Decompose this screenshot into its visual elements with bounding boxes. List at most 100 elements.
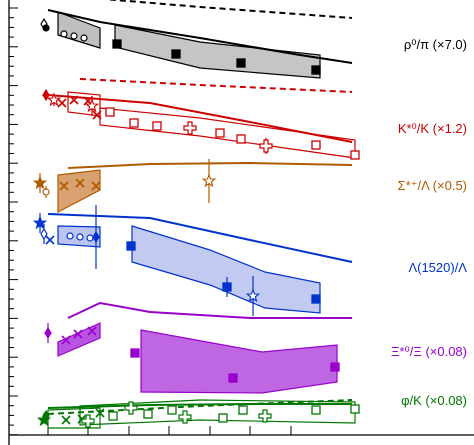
cross-stroke bbox=[59, 181, 69, 191]
data-point-cross bbox=[92, 110, 102, 120]
data-point-square bbox=[330, 362, 340, 372]
model-curve-dashed bbox=[103, 0, 353, 19]
data-point-cross bbox=[91, 181, 101, 191]
data-point-star bbox=[245, 288, 261, 303]
xi-xi-label: Ξ*⁰/Ξ (×0.08) bbox=[391, 344, 467, 359]
data-point-circle bbox=[42, 188, 50, 196]
uncertainty-band bbox=[79, 399, 356, 426]
data-point-square bbox=[222, 282, 232, 292]
data-point-square bbox=[171, 49, 181, 59]
data-point-star bbox=[46, 92, 62, 107]
data-point-cross bbox=[45, 235, 55, 245]
data-point-square bbox=[350, 150, 360, 160]
data-point-cross bbox=[57, 98, 67, 108]
data-point-diamond bbox=[92, 230, 100, 244]
data-point-square bbox=[311, 140, 321, 150]
data-point-cross bbox=[61, 335, 71, 345]
data-point-circle bbox=[42, 24, 50, 32]
data-point-circle bbox=[66, 232, 74, 240]
cross-stroke bbox=[92, 110, 102, 120]
data-point-cross bbox=[59, 181, 69, 191]
data-point-square bbox=[105, 107, 115, 117]
data-point-plus bbox=[81, 414, 95, 428]
data-point-plus bbox=[258, 409, 272, 423]
data-point-cross bbox=[87, 326, 97, 336]
data-point-star bbox=[32, 175, 48, 190]
model-curve-dashed bbox=[79, 78, 353, 93]
rho-pi-label: ρ⁰/π (×7.0) bbox=[404, 37, 467, 52]
model-curve bbox=[67, 161, 353, 169]
uncertainty-band bbox=[99, 107, 356, 159]
sigma-lambda-label: Σ*⁺/Λ (×0.5) bbox=[398, 178, 467, 193]
uncertainty-band-small bbox=[57, 11, 101, 49]
data-point-square bbox=[130, 348, 140, 358]
cross-stroke bbox=[95, 408, 105, 418]
phi-k-label: φ/K (×0.08) bbox=[401, 393, 467, 408]
data-point-plus bbox=[178, 410, 192, 424]
panel-5 bbox=[36, 399, 360, 429]
data-point-square bbox=[215, 128, 225, 138]
model-curve bbox=[67, 301, 352, 319]
data-point-circle bbox=[60, 30, 68, 38]
data-point-circle bbox=[80, 34, 88, 42]
data-point-plus bbox=[259, 139, 273, 153]
uncertainty-band-small bbox=[57, 322, 101, 357]
panel-4 bbox=[44, 301, 352, 394]
panel-3 bbox=[32, 205, 353, 316]
data-point-square bbox=[311, 405, 321, 415]
data-point-plus bbox=[183, 121, 197, 135]
data-point-cross bbox=[69, 95, 79, 105]
model-curve bbox=[47, 9, 353, 64]
panel-labels: ρ⁰/π (×7.0) K*⁰/K (×1.2) Σ*⁺/Λ (×0.5) Λ(… bbox=[391, 37, 467, 408]
data-point-cross bbox=[61, 415, 71, 425]
data-point-square bbox=[311, 65, 321, 75]
data-point-star bbox=[84, 98, 100, 113]
data-point-circle bbox=[86, 234, 94, 242]
model-curve bbox=[47, 403, 352, 409]
lambda1520-lambda-label: Λ(1520)/Λ bbox=[408, 260, 467, 275]
data-point-plus bbox=[124, 401, 138, 415]
data-point-square bbox=[129, 118, 139, 128]
data-point-square bbox=[228, 373, 238, 383]
data-point-diamond bbox=[42, 88, 50, 102]
cross-stroke bbox=[45, 235, 55, 245]
uncertainty-band bbox=[114, 24, 321, 79]
cross-stroke bbox=[91, 181, 101, 191]
data-point-square bbox=[350, 404, 360, 414]
data-point-diamond bbox=[44, 326, 52, 340]
cross-stroke bbox=[61, 415, 71, 425]
data-point-cross bbox=[75, 178, 85, 188]
frame bbox=[8, 0, 474, 445]
data-point-square bbox=[126, 241, 136, 251]
data-point-circle bbox=[76, 233, 84, 241]
data-point-cross bbox=[95, 408, 105, 418]
model-curve bbox=[47, 213, 353, 263]
uncertainty-band-small bbox=[67, 91, 101, 117]
cross-stroke bbox=[73, 329, 83, 339]
panel-2 bbox=[32, 159, 353, 213]
data-point-circle bbox=[70, 32, 78, 40]
data-point-square bbox=[218, 413, 228, 423]
uncertainty-band bbox=[131, 225, 321, 314]
cross-stroke bbox=[57, 98, 67, 108]
cross-stroke bbox=[75, 178, 85, 188]
uncertainty-band-small bbox=[47, 407, 101, 429]
data-point-square bbox=[236, 134, 246, 144]
cross-stroke bbox=[61, 335, 71, 345]
data-point-diamond bbox=[42, 409, 50, 423]
data-point-square bbox=[167, 405, 177, 415]
cross-stroke bbox=[87, 326, 97, 336]
model-curve bbox=[47, 94, 353, 143]
data-point-square bbox=[152, 121, 162, 131]
axis-ticks bbox=[9, 7, 292, 436]
data-point-square bbox=[112, 39, 122, 49]
data-point-cross bbox=[73, 329, 83, 339]
data-point-star bbox=[201, 173, 217, 188]
data-point-star bbox=[32, 215, 48, 230]
data-point-square bbox=[108, 411, 118, 421]
data-point-square bbox=[143, 409, 153, 419]
panel-1 bbox=[42, 78, 360, 160]
uncertainty-band bbox=[140, 329, 338, 394]
cross-stroke bbox=[69, 95, 79, 105]
